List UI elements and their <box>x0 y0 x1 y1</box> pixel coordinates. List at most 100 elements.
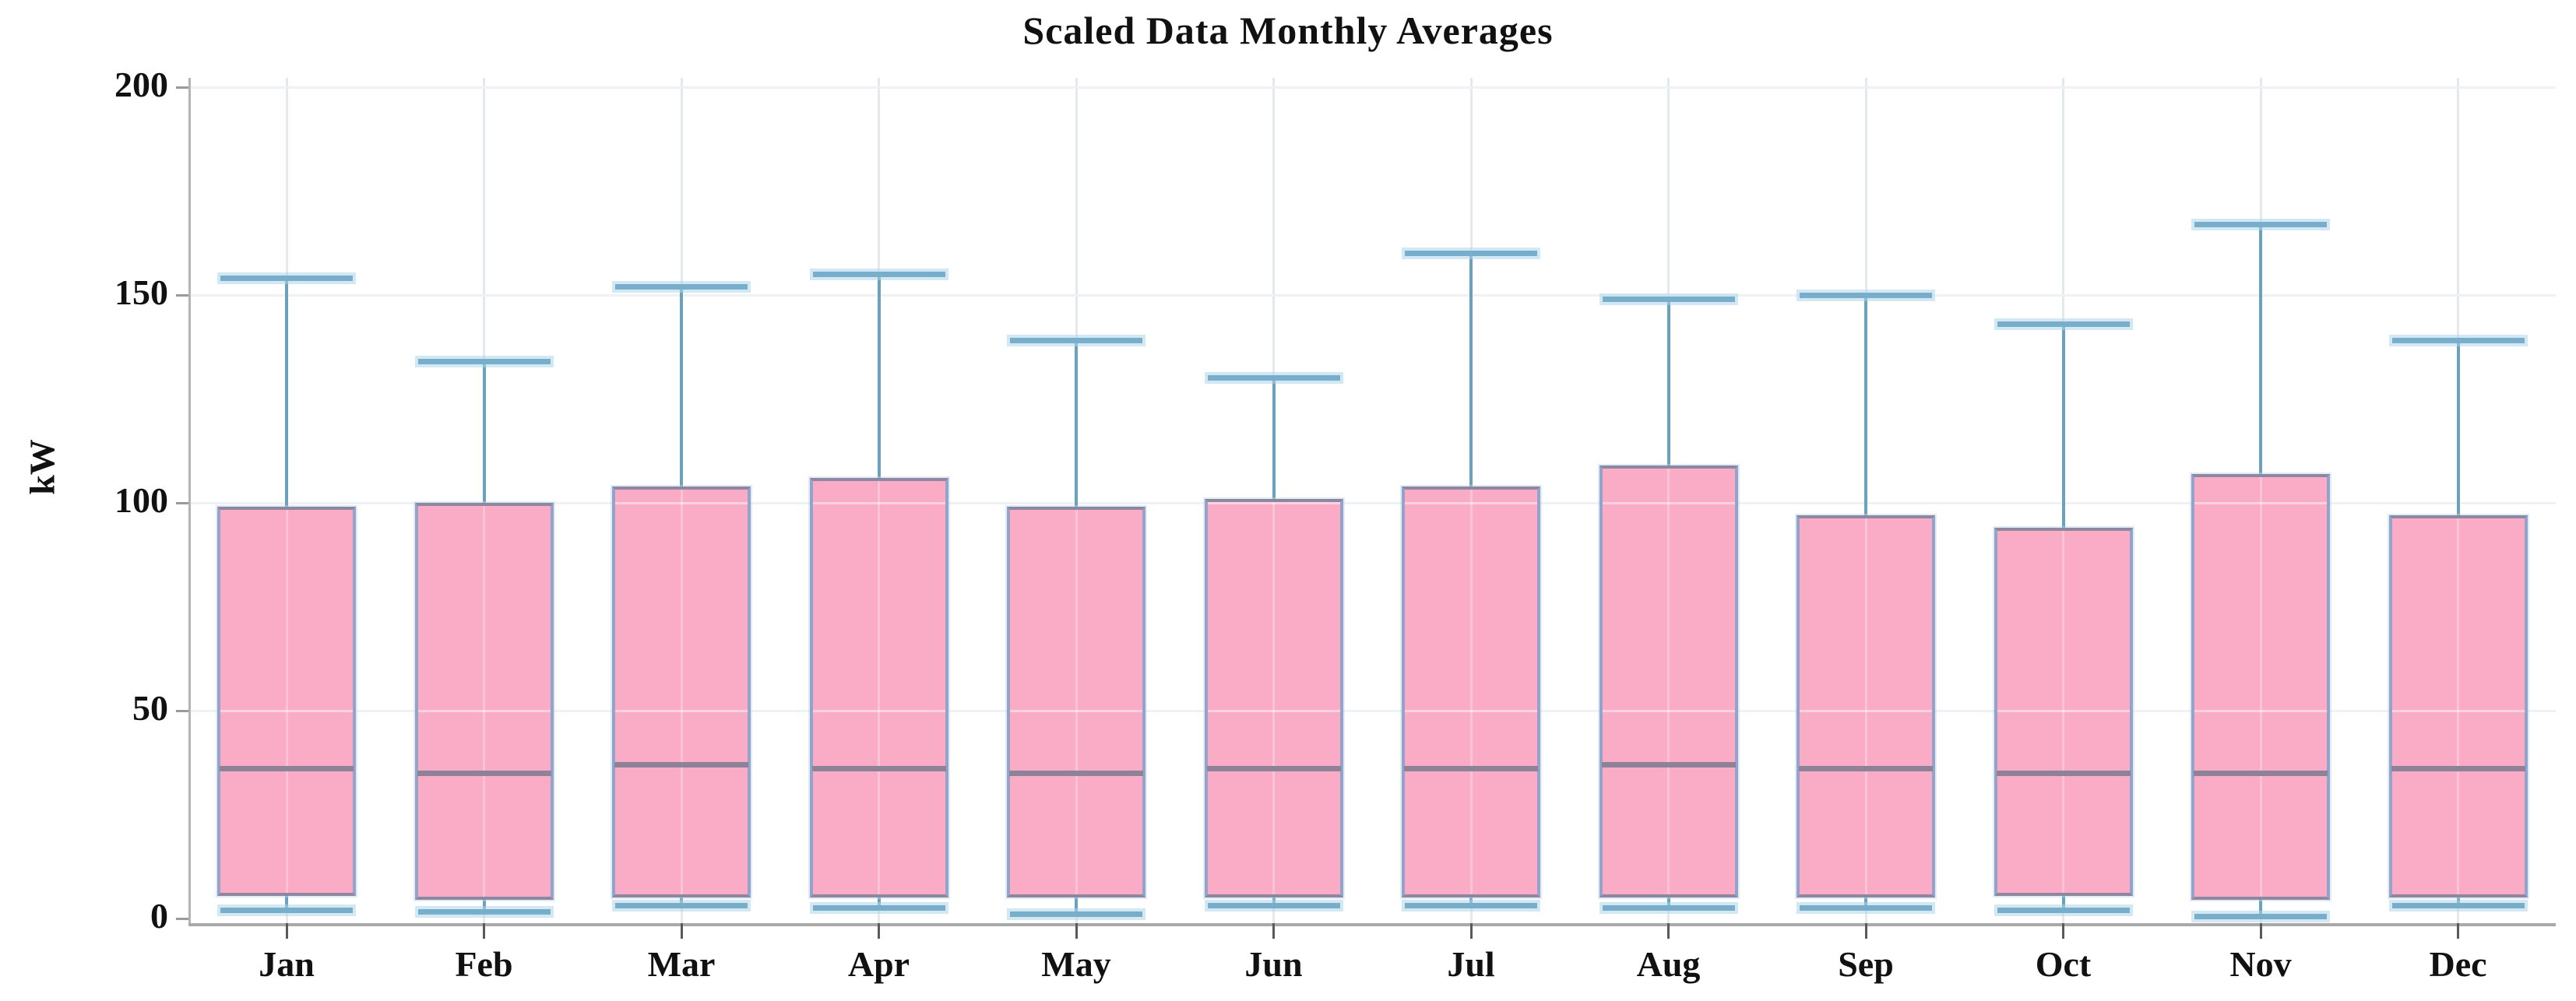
x-tick-label: Feb <box>455 944 513 984</box>
box-grid-stripe-horizontal <box>1207 501 1340 504</box>
x-tick <box>1075 923 1078 939</box>
x-tick <box>285 923 288 939</box>
box-grid-stripe-vertical <box>2457 518 2459 895</box>
box-grid-stripe-vertical <box>2259 476 2262 897</box>
whisker-line-upper <box>1272 378 1276 499</box>
y-tick <box>176 501 188 504</box>
box-grid-stripe-vertical <box>878 480 880 895</box>
whisker-cap-lower <box>1405 903 1537 909</box>
box-grid-stripe-horizontal <box>812 501 945 504</box>
whisker-line-lower <box>680 897 683 906</box>
whisker-cap-upper <box>2194 221 2327 227</box>
box-grid-stripe-horizontal <box>1207 709 1340 712</box>
x-tick <box>1864 923 1867 939</box>
box-grid-stripe-vertical <box>1864 518 1867 895</box>
whisker-line-upper <box>285 278 288 508</box>
whisker-cap-upper <box>2391 338 2525 344</box>
chart-title: Scaled Data Monthly Averages <box>1022 9 1554 52</box>
median-line <box>1799 766 1933 772</box>
box-grid-stripe-horizontal <box>2391 709 2525 712</box>
median-line <box>1996 770 2131 776</box>
box-grid-stripe-horizontal <box>1602 709 1735 712</box>
whisker-line-lower <box>2061 895 2065 911</box>
whisker-cap-lower <box>2194 913 2327 919</box>
whisker-line-upper <box>680 286 683 486</box>
whisker-cap-upper <box>220 276 353 282</box>
whisker-line-upper <box>877 274 881 478</box>
boxplot-box <box>1994 528 2133 896</box>
box-grid-stripe-vertical <box>1667 468 1670 895</box>
x-axis-spine <box>188 923 2556 926</box>
x-tick-label: Jul <box>1447 944 1495 984</box>
x-tick <box>2062 923 2064 939</box>
median-line <box>614 761 748 767</box>
boxplot-box <box>1797 515 1935 898</box>
whisker-line-upper <box>1075 340 1078 508</box>
x-tick <box>1272 923 1275 939</box>
whisker-line-lower <box>877 897 881 908</box>
median-line <box>1404 766 1538 772</box>
box-grid-stripe-horizontal <box>812 709 945 712</box>
median-line <box>1009 770 1143 776</box>
box-grid-stripe-horizontal <box>220 709 353 712</box>
whisker-line-lower <box>1469 897 1473 906</box>
x-tick <box>680 923 683 939</box>
whisker-cap-lower <box>1997 907 2130 913</box>
boxplot-box <box>2388 515 2528 898</box>
x-tick-label: Jan <box>259 944 315 984</box>
box-grid-stripe-horizontal <box>1602 501 1735 504</box>
median-line <box>417 770 551 776</box>
whisker-cap-lower <box>417 909 551 915</box>
x-tick <box>1667 923 1670 939</box>
x-tick-label: Apr <box>847 944 910 984</box>
y-tick <box>176 917 188 920</box>
whisker-line-upper <box>482 361 486 503</box>
x-tick <box>878 923 880 939</box>
y-tick-label: 50 <box>132 688 168 728</box>
y-tick <box>176 293 188 297</box>
whisker-cap-lower <box>220 907 353 913</box>
box-grid-stripe-horizontal <box>2194 709 2327 712</box>
whisker-line-lower <box>1864 897 1867 908</box>
whisker-line-upper <box>1666 299 1670 465</box>
whisker-cap-lower <box>1602 905 1735 911</box>
boxplot-box <box>2191 473 2330 900</box>
box-grid-stripe-vertical <box>2062 531 2064 893</box>
box-grid-stripe-horizontal <box>615 709 748 712</box>
whisker-line-lower <box>1666 897 1670 908</box>
box-grid-stripe-vertical <box>1469 489 1473 895</box>
box-grid-stripe-horizontal <box>1800 709 1932 712</box>
box-grid-stripe-horizontal <box>1010 709 1142 712</box>
x-tick-label: Nov <box>2229 944 2292 984</box>
x-tick <box>483 923 485 939</box>
y-tick <box>176 709 188 712</box>
gridline-horizontal <box>188 86 2556 89</box>
x-tick-label: Dec <box>2429 944 2487 984</box>
whisker-cap-upper <box>812 271 945 277</box>
whisker-line-lower <box>2456 897 2460 906</box>
whisker-cap-upper <box>1405 251 1537 257</box>
median-line <box>220 766 354 772</box>
box-grid-stripe-vertical <box>680 489 683 895</box>
whisker-line-lower <box>285 895 288 911</box>
x-tick-label: Jun <box>1244 944 1303 984</box>
y-tick-label: 150 <box>114 272 168 312</box>
box-grid-stripe-vertical <box>483 506 485 897</box>
median-line <box>1601 761 1736 767</box>
x-tick <box>2259 923 2262 939</box>
median-line <box>811 766 946 772</box>
boxplot-box <box>1402 486 1540 898</box>
whisker-line-upper <box>2259 224 2262 474</box>
x-tick-label: Mar <box>647 944 716 984</box>
boxplot-box <box>217 507 356 896</box>
whisker-cap-upper <box>1010 338 1142 344</box>
boxplot-box <box>809 477 948 898</box>
whisker-line-lower <box>482 899 486 912</box>
boxplot-box <box>1204 498 1343 898</box>
gridline-horizontal <box>188 501 2556 504</box>
x-tick-label: May <box>1041 944 1111 984</box>
gridline-horizontal <box>188 293 2556 297</box>
whisker-line-upper <box>1469 253 1473 486</box>
whisker-line-lower <box>1075 897 1078 915</box>
